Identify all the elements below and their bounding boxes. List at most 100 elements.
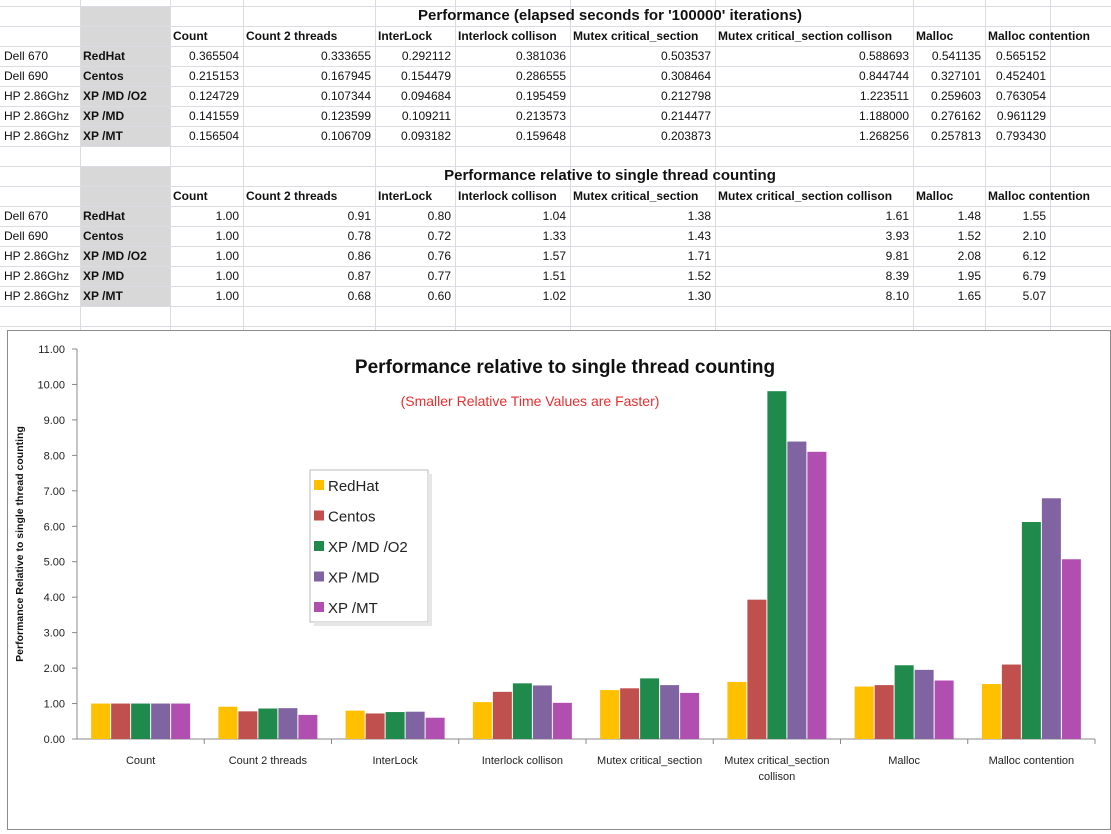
grid-line bbox=[455, 0, 456, 330]
table2-machine-label: Dell 690 bbox=[4, 229, 49, 243]
bar bbox=[600, 690, 620, 739]
table1-cell: 0.793430 bbox=[995, 129, 1046, 143]
table1-cell: 0.381036 bbox=[515, 49, 566, 63]
table1-cell: 0.333655 bbox=[320, 49, 371, 63]
table1-cell: 0.213573 bbox=[515, 109, 566, 123]
table1-cell: 0.503537 bbox=[660, 49, 711, 63]
table1-cell: 0.276162 bbox=[930, 109, 981, 123]
table2-cell: 1.55 bbox=[1022, 209, 1046, 223]
chart-area[interactable]: 0.00 1.00 2.00 3.00 4.00 5.00 6.00 7.00 8.00 9.00… bbox=[7, 330, 1111, 830]
table1-cell: 0.844744 bbox=[858, 69, 909, 83]
table1-header: Mutex critical_section collison bbox=[718, 29, 893, 43]
chart-subtitle: (Smaller Relative Time Values are Faster… bbox=[401, 393, 660, 409]
grid-line bbox=[80, 0, 81, 330]
bar bbox=[365, 713, 385, 739]
bar bbox=[171, 703, 191, 739]
table1-cell: 0.109211 bbox=[401, 109, 451, 123]
table2-machine-label: Dell 670 bbox=[4, 209, 49, 223]
table2-cell: 6.12 bbox=[1022, 249, 1046, 263]
table1-machine-label: HP 2.86Ghz bbox=[4, 109, 70, 123]
table2-cell: 1.02 bbox=[542, 289, 566, 303]
table2-machine-label: HP 2.86Ghz bbox=[4, 289, 70, 303]
bar bbox=[111, 703, 131, 739]
table2-cell: 1.33 bbox=[542, 229, 566, 243]
bar bbox=[131, 703, 151, 739]
table2-cell: 1.71 bbox=[687, 249, 711, 263]
table1-config-label: RedHat bbox=[83, 49, 126, 63]
table1-cell: 0.286555 bbox=[515, 69, 566, 83]
table2-cell: 9.81 bbox=[885, 249, 909, 263]
grid-line bbox=[715, 0, 716, 330]
table2-cell: 8.39 bbox=[885, 269, 909, 283]
table2-cell: 6.79 bbox=[1022, 269, 1046, 283]
grid-line bbox=[0, 326, 1111, 327]
bar bbox=[660, 685, 680, 739]
table1-cell: 0.215153 bbox=[188, 69, 239, 83]
table2-cell: 0.72 bbox=[427, 229, 451, 243]
table1-machine-label: HP 2.86Ghz bbox=[4, 129, 70, 143]
legend-swatch bbox=[314, 571, 324, 582]
grid-line bbox=[985, 0, 986, 330]
y-tick-label: 10.00 bbox=[37, 379, 65, 391]
grid-line bbox=[0, 266, 1111, 267]
table1-config-label: Centos bbox=[83, 69, 124, 83]
y-tick-label: 3.00 bbox=[44, 628, 65, 640]
grid-line bbox=[913, 0, 914, 330]
table1-cell: 0.195459 bbox=[515, 89, 566, 103]
grid-line bbox=[0, 106, 1111, 107]
table1-header: Malloc contention bbox=[988, 29, 1090, 43]
table1-cell: 0.588693 bbox=[858, 49, 909, 63]
bar bbox=[747, 599, 767, 739]
bar bbox=[874, 685, 894, 739]
bar bbox=[1001, 664, 1021, 739]
table2-title: Performance relative to single thread co… bbox=[444, 167, 776, 184]
table1-cell: 1.268256 bbox=[858, 129, 909, 143]
bar bbox=[492, 691, 512, 739]
legend-shadow bbox=[314, 622, 432, 626]
table1-cell: 0.257813 bbox=[930, 129, 981, 143]
x-tick-label: InterLock bbox=[373, 755, 419, 767]
table2-config-label: XP /MD /O2 bbox=[83, 249, 147, 263]
table1-cell: 0.093182 bbox=[400, 129, 451, 143]
grid-line bbox=[0, 66, 1111, 67]
table2-cell: 5.07 bbox=[1022, 289, 1046, 303]
table1-cell: 0.123599 bbox=[320, 109, 371, 123]
table1-cell: 0.961129 bbox=[996, 109, 1046, 123]
table1-cell: 0.565152 bbox=[995, 49, 1046, 63]
table2-cell: 0.80 bbox=[427, 209, 451, 223]
table1-header: Interlock collison bbox=[458, 29, 557, 43]
table2-cell: 1.57 bbox=[542, 249, 566, 263]
table2-cell: 0.68 bbox=[347, 289, 371, 303]
table1-header: Count bbox=[173, 29, 208, 43]
table1-config-label: XP /MD bbox=[83, 109, 125, 123]
table2-config-label: RedHat bbox=[83, 209, 126, 223]
table2-header: Mutex critical_section bbox=[573, 189, 699, 203]
table2-cell: 1.48 bbox=[957, 209, 981, 223]
x-tick-label: collison bbox=[759, 771, 796, 783]
table2-config-label: XP /MD bbox=[83, 269, 125, 283]
table1-machine-label: Dell 690 bbox=[4, 69, 49, 83]
legend-label: XP /MD /O2 bbox=[328, 539, 408, 556]
table2-cell: 2.10 bbox=[1022, 229, 1046, 243]
x-tick-label: Count 2 threads bbox=[229, 755, 308, 767]
table1-cell: 0.541135 bbox=[931, 49, 981, 63]
table2-cell: 1.30 bbox=[687, 289, 711, 303]
bar-chart: 0.00 1.00 2.00 3.00 4.00 5.00 6.00 7.00 8.00 9.00… bbox=[14, 344, 1096, 783]
bar bbox=[552, 702, 572, 739]
table2-header: Count 2 threads bbox=[246, 189, 338, 203]
grid-line bbox=[170, 0, 171, 330]
table1-title: Performance (elapsed seconds for '100000… bbox=[418, 7, 802, 24]
table1-header: Mutex critical_section bbox=[573, 29, 699, 43]
y-axis-title: Performance Relative to single thread co… bbox=[14, 426, 26, 662]
bar bbox=[854, 686, 874, 739]
table2-machine-label: HP 2.86Ghz bbox=[4, 269, 70, 283]
legend-shadow bbox=[428, 474, 432, 626]
table2-header: Malloc bbox=[916, 189, 954, 203]
legend-label: RedHat bbox=[328, 478, 380, 495]
row-label-shade bbox=[80, 6, 170, 146]
x-tick-label: Malloc bbox=[888, 755, 920, 767]
table1-cell: 0.107344 bbox=[320, 89, 371, 103]
table1-cell: 1.188000 bbox=[858, 109, 909, 123]
bar bbox=[981, 684, 1001, 739]
table1-cell: 0.203873 bbox=[660, 129, 711, 143]
